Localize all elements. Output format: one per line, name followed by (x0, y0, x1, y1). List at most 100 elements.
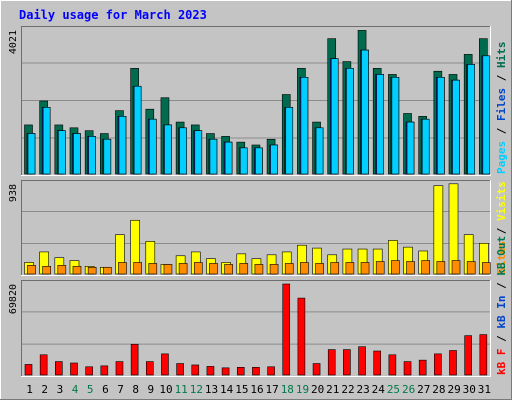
bar-kbytes-day-13 (206, 366, 215, 376)
x-tick-label-day-19: 19 (296, 383, 309, 396)
x-tick-label-day-29: 29 (447, 383, 460, 396)
bar-pages-day-30 (467, 64, 475, 175)
legend-item-pages: Pages (495, 141, 508, 174)
bar-pages-day-16 (255, 147, 263, 175)
x-tick-label-day-30: 30 (463, 383, 476, 396)
bar-kbytes-day-29 (449, 350, 457, 376)
bar-pages-day-21 (330, 58, 339, 175)
legend-separator: / (495, 329, 508, 349)
x-tick-label-day-1: 1 (26, 383, 33, 396)
panel-1-legend: Sites / Visits (495, 181, 508, 274)
bar-sites-day-12 (193, 262, 203, 275)
bar-sites-day-13 (209, 263, 218, 275)
bar-kbytes-day-21 (327, 349, 336, 376)
bar-pages-day-2 (42, 107, 51, 175)
bar-sites-day-8 (133, 262, 142, 275)
bar-kbytes-day-1 (24, 364, 33, 376)
bar-sites-day-26 (406, 261, 415, 275)
bar-pages-day-31 (482, 55, 491, 175)
panel-visits-sites: 938 Sites / Visits (8, 180, 508, 276)
bar-kbytes-day-19 (297, 297, 306, 376)
x-tick-label-day-5: 5 (87, 383, 94, 396)
x-tick-label-day-27: 27 (417, 383, 430, 396)
x-tick-label-day-13: 13 (205, 383, 218, 396)
x-tick-label-day-21: 21 (326, 383, 339, 396)
x-tick-label-day-6: 6 (102, 383, 109, 396)
bar-pages-day-27 (421, 118, 430, 175)
legend-item-kb-in: kB In (495, 296, 508, 329)
bar-sites-day-20 (315, 263, 324, 275)
x-tick-label-day-22: 22 (341, 383, 354, 396)
bar-pages-day-18 (285, 107, 294, 175)
panel-2-axis-max-label: 69820 (8, 284, 19, 314)
bar-pages-day-28 (437, 77, 445, 175)
bar-kbytes-day-8 (130, 343, 139, 376)
bar-sites-day-10 (163, 264, 173, 275)
x-axis-labels: 1 2 3 4 5 6 7 8 9 10 11 12 13 14 15 16 17 18 19 20 21 22 23 24 2… (26, 383, 491, 396)
x-tick-label-day-23: 23 (357, 383, 370, 396)
bar-kbytes-day-6 (100, 365, 109, 376)
bar-sites-day-17 (269, 264, 279, 275)
bar-pages-day-26 (406, 121, 415, 175)
bar-kbytes-day-17 (267, 366, 275, 376)
bar-pages-day-24 (376, 74, 385, 175)
bar-sites-day-5 (87, 266, 97, 275)
bar-kbytes-day-23 (358, 346, 366, 376)
bar-pages-day-3 (58, 130, 66, 175)
bar-kbytes-day-31 (479, 334, 488, 376)
legend-item-kb-f: kB F (495, 349, 508, 376)
bar-sites-day-11 (178, 263, 188, 275)
x-tick-label-day-8: 8 (132, 383, 139, 396)
panel-2-legend: kB F / kB In / kB Out (495, 236, 508, 375)
bar-pages-day-17 (270, 144, 278, 175)
legend-separator: / (495, 68, 508, 88)
bar-pages-day-29 (452, 79, 460, 175)
bar-pages-day-11 (179, 127, 187, 175)
bar-kbytes-day-12 (191, 364, 200, 376)
chart-title: Daily usage for March 2023 (19, 8, 207, 22)
bar-pages-day-9 (148, 118, 157, 175)
bar-sites-day-4 (72, 266, 82, 275)
bar-kbytes-day-27 (418, 359, 427, 376)
x-tick-label-day-16: 16 (250, 383, 263, 396)
x-tick-label-day-17: 17 (266, 383, 279, 396)
bar-sites-day-1 (27, 265, 36, 275)
x-tick-label-day-15: 15 (235, 383, 248, 396)
legend-item-visits: Visits (495, 181, 508, 221)
bar-kbytes-day-14 (221, 367, 230, 376)
x-tick-label-day-14: 14 (220, 383, 234, 396)
bar-pages-day-15 (239, 147, 248, 175)
bar-kbytes-day-25 (388, 354, 397, 376)
panel-hits-files-pages: 4021 Pages / Files / Hits (8, 26, 508, 176)
legend-item-hits: Hits (495, 42, 508, 69)
bar-pages-day-20 (315, 127, 324, 175)
bar-visits-day-28 (433, 185, 444, 275)
x-tick-label-day-3: 3 (57, 383, 64, 396)
x-tick-label-day-28: 28 (432, 383, 445, 396)
bar-pages-day-22 (346, 68, 354, 175)
bar-pages-day-12 (194, 130, 203, 175)
bar-kbytes-day-9 (145, 361, 154, 376)
x-tick-label-day-12: 12 (190, 383, 203, 396)
legend-separator: / (495, 121, 508, 141)
x-tick-label-day-7: 7 (117, 383, 124, 396)
panel-0-axis-max-label: 4021 (8, 30, 19, 54)
x-tick-label-day-2: 2 (41, 383, 48, 396)
bar-sites-day-18 (284, 263, 294, 275)
bar-pages-day-4 (73, 133, 81, 175)
legend-item-files: Files (495, 88, 508, 121)
bar-sites-day-19 (300, 262, 309, 275)
bar-pages-day-5 (88, 136, 96, 175)
panel-1-axis-max-label: 938 (8, 184, 19, 202)
bar-sites-day-30 (466, 261, 476, 275)
bar-sites-day-28 (436, 261, 446, 275)
x-tick-label-day-31: 31 (478, 383, 491, 396)
bar-kbytes-day-11 (176, 363, 184, 376)
legend-separator: / (495, 221, 508, 241)
bar-kbytes-day-26 (403, 361, 412, 376)
bar-sites-day-14 (224, 264, 233, 275)
x-tick-label-day-9: 9 (148, 383, 155, 396)
bar-sites-day-25 (391, 260, 400, 275)
bar-kbytes-day-2 (39, 354, 48, 376)
bar-sites-day-24 (375, 261, 385, 275)
